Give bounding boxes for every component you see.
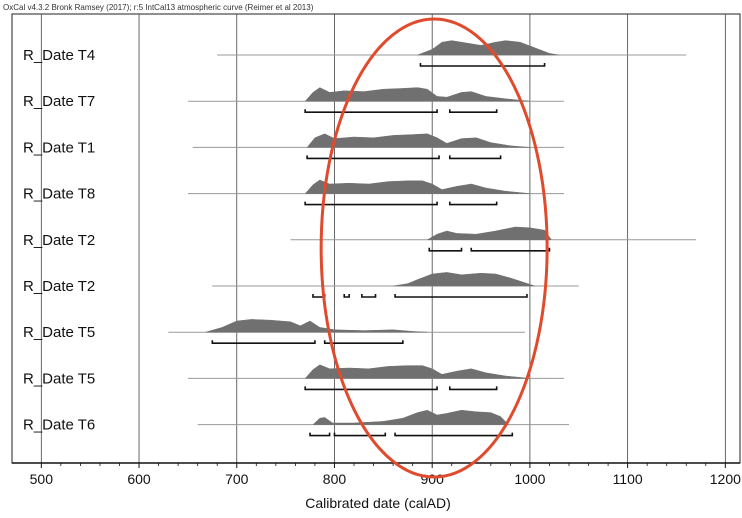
range-bracket-5-1 (343, 294, 350, 298)
row-label-8: R_Date T6 (23, 417, 95, 434)
date-rows: R_Date T4 R_Date T7 R_Date T1 R_Date T8 R_Da… (23, 40, 697, 437)
date-row-4: R_Date T2 (23, 226, 697, 252)
plot-frame (11, 13, 741, 464)
date-row-5: R_Date T2 (23, 272, 579, 298)
density-area-8 (312, 409, 509, 425)
range-bracket-3-1 (448, 201, 498, 206)
range-bracket-0-0 (419, 63, 546, 67)
date-row-2: R_Date T1 (23, 133, 565, 160)
x-axis-title: Calibrated date (calAD) (305, 495, 451, 511)
x-axis: 500 600 700 800 900 1000 1100 1200 (12, 462, 741, 487)
range-bracket-8-1 (333, 432, 387, 437)
x-tick-label-2: 700 (225, 471, 249, 487)
row-label-7: R_Date T5 (23, 370, 95, 387)
range-bracket-2-1 (448, 155, 502, 160)
density-area-5 (392, 272, 536, 287)
date-row-6: R_Date T5 (23, 319, 526, 344)
row-label-1: R_Date T7 (23, 93, 95, 110)
date-row-1: R_Date T7 (23, 87, 565, 113)
range-bracket-3-0 (304, 201, 438, 206)
highlight-overlay (319, 17, 549, 479)
range-bracket-1-1 (448, 109, 498, 113)
x-tick-label-4: 900 (421, 471, 445, 487)
x-tick-label-0: 500 (30, 471, 54, 487)
range-bracket-6-0 (211, 340, 316, 344)
grid-lines (11, 13, 741, 464)
density-area-4 (427, 226, 552, 241)
date-row-7: R_Date T5 (23, 364, 565, 391)
range-bracket-4-1 (470, 247, 551, 252)
range-bracket-5-2 (361, 294, 377, 298)
range-bracket-6-1 (323, 340, 404, 344)
highlight-ellipse (319, 17, 549, 479)
x-tick-label-7: 1200 (710, 471, 741, 487)
range-bracket-7-1 (448, 386, 498, 391)
range-bracket-8-0 (309, 432, 331, 437)
density-area-1 (304, 87, 531, 102)
x-tick-label-6: 1100 (613, 471, 643, 487)
row-label-3: R_Date T8 (23, 186, 95, 203)
date-row-8: R_Date T6 (23, 409, 569, 437)
row-label-4: R_Date T2 (23, 232, 95, 249)
x-tick-label-1: 600 (127, 471, 151, 487)
row-label-2: R_Date T1 (23, 139, 95, 156)
date-row-0: R_Date T4 (23, 40, 687, 67)
x-tick-label-5: 1000 (514, 471, 545, 487)
row-label-6: R_Date T5 (23, 324, 95, 341)
date-row-3: R_Date T8 (23, 179, 565, 206)
range-bracket-7-0 (304, 386, 438, 391)
chart-header: OxCal v4.3.2 Bronk Ramsey (2017); r:5 In… (3, 3, 314, 12)
density-area-6 (205, 319, 428, 333)
range-bracket-2-0 (306, 155, 440, 160)
row-label-5: R_Date T2 (23, 278, 95, 295)
range-bracket-4-0 (428, 247, 463, 252)
range-bracket-8-2 (394, 432, 514, 437)
row-label-0: R_Date T4 (23, 47, 95, 64)
density-area-2 (306, 133, 531, 148)
density-area-3 (304, 179, 531, 194)
x-tick-label-3: 800 (323, 471, 347, 487)
density-area-7 (304, 364, 531, 379)
range-bracket-5-3 (394, 294, 528, 298)
range-bracket-1-0 (304, 109, 438, 113)
